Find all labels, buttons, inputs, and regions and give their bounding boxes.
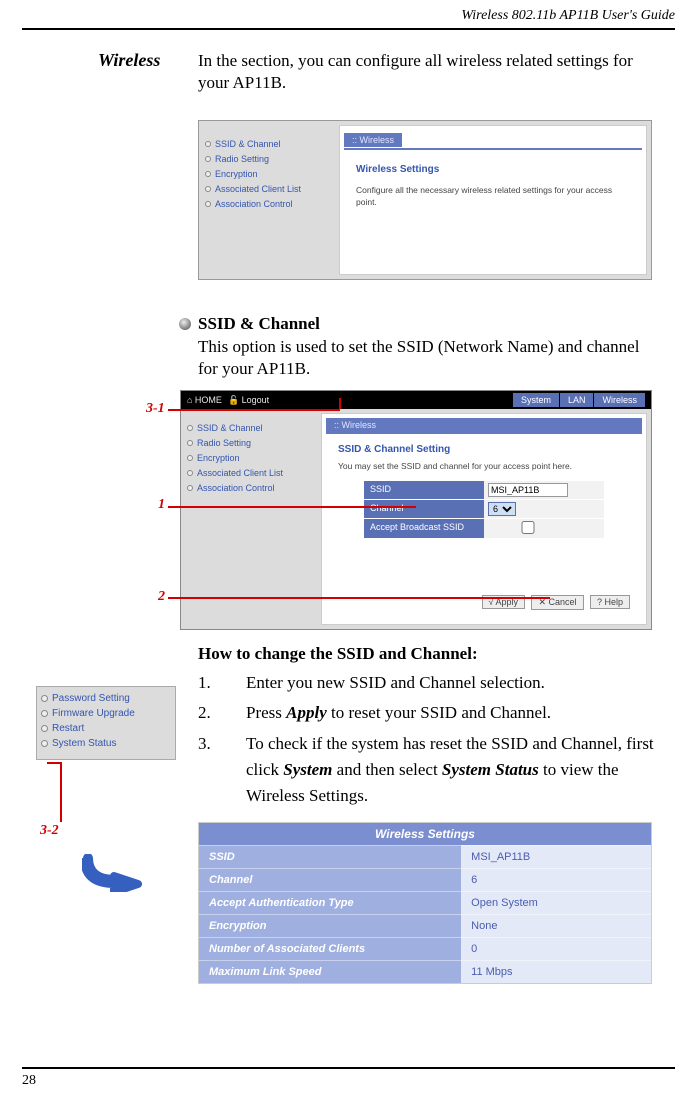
radio-icon — [41, 740, 48, 747]
radio-icon — [187, 455, 193, 461]
sidebar-item[interactable]: Association Control — [187, 483, 315, 493]
callout-line — [339, 398, 341, 409]
sidebar-item[interactable]: Password Setting — [41, 693, 171, 704]
callout-1: 1 — [158, 497, 165, 513]
radio-icon — [41, 725, 48, 732]
screenshot-ssid-channel: ⌂ HOME 🔓 Logout System LAN Wireless SSID… — [180, 390, 652, 630]
howto-heading: How to change the SSID and Channel: — [198, 644, 478, 664]
radio-icon — [187, 485, 193, 491]
radio-icon — [205, 201, 211, 207]
sidebar-item[interactable]: System Status — [41, 738, 171, 749]
list-item: 2. Press Apply to reset your SSID and Ch… — [198, 700, 658, 726]
table-row: EncryptionNone — [199, 914, 651, 937]
radio-icon — [205, 186, 211, 192]
ssid-text: This option is used to set the SSID (Net… — [198, 336, 658, 380]
ssid-input[interactable] — [488, 483, 568, 497]
table-title: Wireless Settings — [199, 823, 651, 845]
logout-link[interactable]: 🔓 Logout — [228, 395, 269, 406]
form-row-ssid: SSID — [364, 481, 604, 499]
callout-line — [47, 762, 61, 764]
home-link[interactable]: ⌂ HOME — [187, 395, 222, 405]
panel-text: Configure all the necessary wireless rel… — [356, 185, 630, 209]
form-row-channel: Channel 6 — [364, 500, 604, 518]
sidebar-item[interactable]: Radio Setting — [205, 154, 333, 164]
table-row: Maximum Link Speed11 Mbps — [199, 960, 651, 983]
sidebar-item[interactable]: SSID & Channel — [205, 139, 333, 149]
panel-title: Wireless Settings — [356, 164, 630, 175]
sidebar-menu: SSID & Channel Radio Setting Encryption … — [199, 121, 339, 279]
radio-icon — [187, 425, 193, 431]
screenshot-wireless-status-table: Wireless Settings SSIDMSI_AP11B Channel6… — [198, 822, 652, 984]
ssid-heading: SSID & Channel — [198, 314, 320, 334]
tab-system[interactable]: System — [513, 393, 559, 407]
tab-lan[interactable]: LAN — [560, 393, 594, 407]
callout-3-1: 3-1 — [146, 401, 165, 417]
table-row: Accept Authentication TypeOpen System — [199, 891, 651, 914]
screenshot-wireless-settings: SSID & Channel Radio Setting Encryption … — [198, 120, 652, 280]
tab-wireless[interactable]: Wireless — [594, 393, 645, 407]
header-rule — [22, 28, 675, 30]
table-row: Number of Associated Clients0 — [199, 937, 651, 960]
sidebar-item[interactable]: Restart — [41, 723, 171, 734]
ssid-label: SSID — [364, 481, 484, 499]
header-title: Wireless 802.11b AP11B User's Guide — [461, 8, 675, 24]
footer-rule — [22, 1067, 675, 1069]
help-button[interactable]: ? Help — [590, 595, 630, 609]
content-panel: :: Wireless Wireless Settings Configure … — [339, 125, 647, 275]
callout-line — [168, 409, 340, 411]
radio-icon — [205, 171, 211, 177]
section-intro: In the section, you can configure all wi… — [198, 50, 658, 94]
sidebar-item[interactable]: Firmware Upgrade — [41, 708, 171, 719]
top-bar: ⌂ HOME 🔓 Logout System LAN Wireless — [181, 391, 651, 409]
howto-list: 1. Enter you new SSID and Channel select… — [198, 670, 658, 814]
panel-title: SSID & Channel Setting — [338, 444, 630, 455]
sidebar-item[interactable]: Associated Client List — [187, 468, 315, 478]
broadcast-label: Accept Broadcast SSID — [364, 519, 484, 538]
callout-line — [60, 762, 62, 822]
radio-icon — [205, 156, 211, 162]
table-row: SSIDMSI_AP11B — [199, 845, 651, 868]
callout-line — [168, 506, 416, 508]
broadcast-checkbox[interactable] — [488, 521, 568, 534]
sidebar-item[interactable]: Radio Setting — [187, 438, 315, 448]
sidebar-item[interactable]: SSID & Channel — [187, 423, 315, 433]
sidebar-item[interactable]: Associated Client List — [205, 184, 333, 194]
section-label: Wireless — [98, 50, 160, 71]
callout-2: 2 — [158, 589, 165, 605]
channel-select[interactable]: 6 — [488, 502, 516, 516]
screenshot-system-menu: Password Setting Firmware Upgrade Restar… — [36, 686, 176, 760]
callout-3-2: 3-2 — [40, 823, 59, 839]
arrow-icon — [82, 854, 142, 892]
radio-icon — [187, 440, 193, 446]
button-bar: √ Apply ✕ Cancel ? Help — [338, 588, 630, 614]
radio-icon — [187, 470, 193, 476]
panel-tab: :: Wireless — [344, 133, 402, 147]
form-row-broadcast: Accept Broadcast SSID — [364, 519, 604, 538]
table-row: Channel6 — [199, 868, 651, 891]
content-panel: :: Wireless SSID & Channel Setting You m… — [321, 413, 647, 625]
callout-line — [168, 597, 550, 599]
page-number: 28 — [22, 1073, 36, 1089]
panel-tab: :: Wireless — [326, 418, 642, 432]
sidebar-menu: SSID & Channel Radio Setting Encryption … — [181, 409, 321, 629]
sidebar-item[interactable]: Association Control — [205, 199, 333, 209]
sidebar-item[interactable]: Encryption — [187, 453, 315, 463]
radio-icon — [41, 695, 48, 702]
radio-icon — [41, 710, 48, 717]
bullet-icon — [179, 318, 191, 330]
panel-text: You may set the SSID and channel for you… — [338, 461, 630, 471]
sidebar-item[interactable]: Encryption — [205, 169, 333, 179]
list-item: 1. Enter you new SSID and Channel select… — [198, 670, 658, 696]
radio-icon — [205, 141, 211, 147]
list-item: 3. To check if the system has reset the … — [198, 731, 658, 810]
channel-label: Channel — [364, 500, 484, 518]
